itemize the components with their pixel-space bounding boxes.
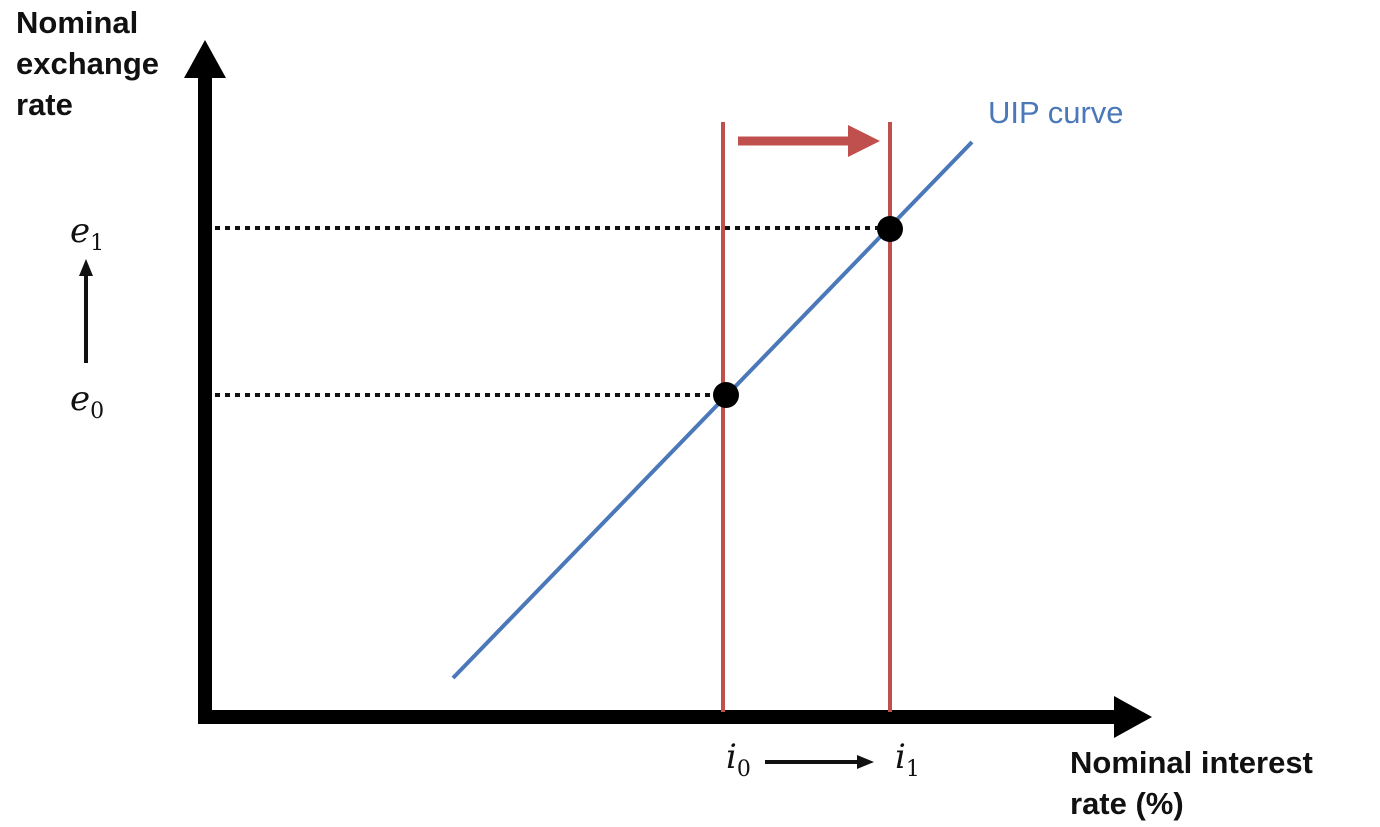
arrow-right-icon xyxy=(857,755,874,769)
new-equilibrium-point xyxy=(877,216,903,242)
y-axis-title: Nominal exchange rate xyxy=(16,5,160,122)
initial-equilibrium-point xyxy=(713,382,739,408)
y-axis-arrow-icon xyxy=(184,40,226,78)
e1-label: e1 xyxy=(70,211,104,256)
x-axis-arrow-icon xyxy=(1114,696,1152,738)
uip-curve-label: UIP curve xyxy=(988,95,1124,130)
i1-label: i1 xyxy=(895,737,920,782)
arrow-right-icon xyxy=(848,125,880,157)
e0-label: e0 xyxy=(70,379,104,424)
i0-label: i0 xyxy=(726,737,751,782)
x-axis-title: Nominal interest rate (%) xyxy=(1070,745,1313,821)
arrow-up-icon xyxy=(79,259,93,276)
